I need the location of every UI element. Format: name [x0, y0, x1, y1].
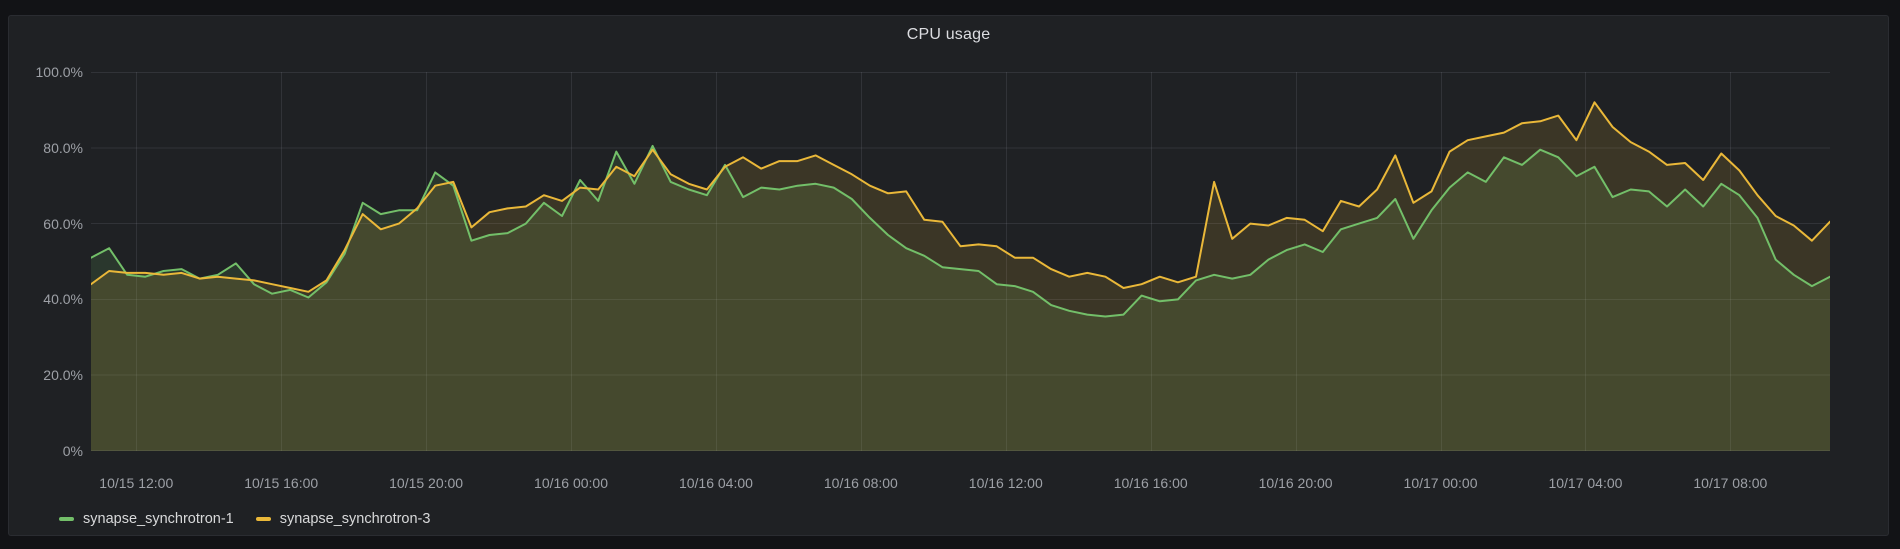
legend-label: synapse_synchrotron-3 — [279, 511, 431, 527]
y-axis-label: 20.0% — [43, 367, 83, 384]
legend-item-synapse_synchrotron-1[interactable]: synapse_synchrotron-1 — [59, 510, 234, 528]
grid — [91, 72, 1830, 451]
y-axis-label: 80.0% — [43, 139, 83, 156]
y-axis-label: 0% — [62, 443, 83, 459]
y-axis-label: 40.0% — [43, 291, 83, 308]
y-axis-label: 60.0% — [43, 215, 83, 232]
x-axis-label: 10/16 00:00 — [534, 475, 609, 491]
x-axis-label: 10/16 12:00 — [968, 475, 1043, 491]
panel-title[interactable]: CPU usage — [906, 26, 991, 43]
y-axis-label: 100.0% — [35, 64, 83, 80]
x-axis-label: 10/15 20:00 — [389, 475, 464, 491]
x-axis-label: 10/15 16:00 — [244, 475, 319, 491]
series-area-synapse_synchrotron-1 — [91, 145, 1830, 451]
series-line-synapse_synchrotron-3 — [91, 101, 1830, 293]
legend-swatch-icon — [59, 517, 74, 521]
x-axis-label: 10/17 04:00 — [1548, 475, 1623, 491]
x-axis-label: 10/17 08:00 — [1693, 475, 1768, 491]
legend: synapse_synchrotron-1 synapse_synchrotron… — [59, 510, 430, 528]
x-axis-label: 10/16 20:00 — [1258, 475, 1333, 491]
series-area-synapse_synchrotron-3 — [91, 102, 1830, 451]
legend-label: synapse_synchrotron-1 — [83, 511, 234, 527]
x-axis-label: 10/17 00:00 — [1403, 475, 1478, 491]
x-axis-label: 10/16 04:00 — [678, 475, 753, 491]
x-axis-label: 10/16 08:00 — [823, 475, 898, 491]
x-axis-label: 10/16 16:00 — [1113, 475, 1188, 491]
cpu-usage-chart[interactable] — [91, 72, 1830, 451]
series-line-synapse_synchrotron-1 — [91, 144, 1830, 318]
legend-item-synapse_synchrotron-3[interactable]: synapse_synchrotron-3 — [255, 510, 431, 528]
legend-swatch-icon — [255, 517, 271, 521]
x-axis-label: 10/15 12:00 — [99, 475, 174, 491]
cpu-usage-panel: CPU usage 0% 20.0% 40.0% 60.0% 80.0% 100.0% 1… — [8, 15, 1889, 536]
